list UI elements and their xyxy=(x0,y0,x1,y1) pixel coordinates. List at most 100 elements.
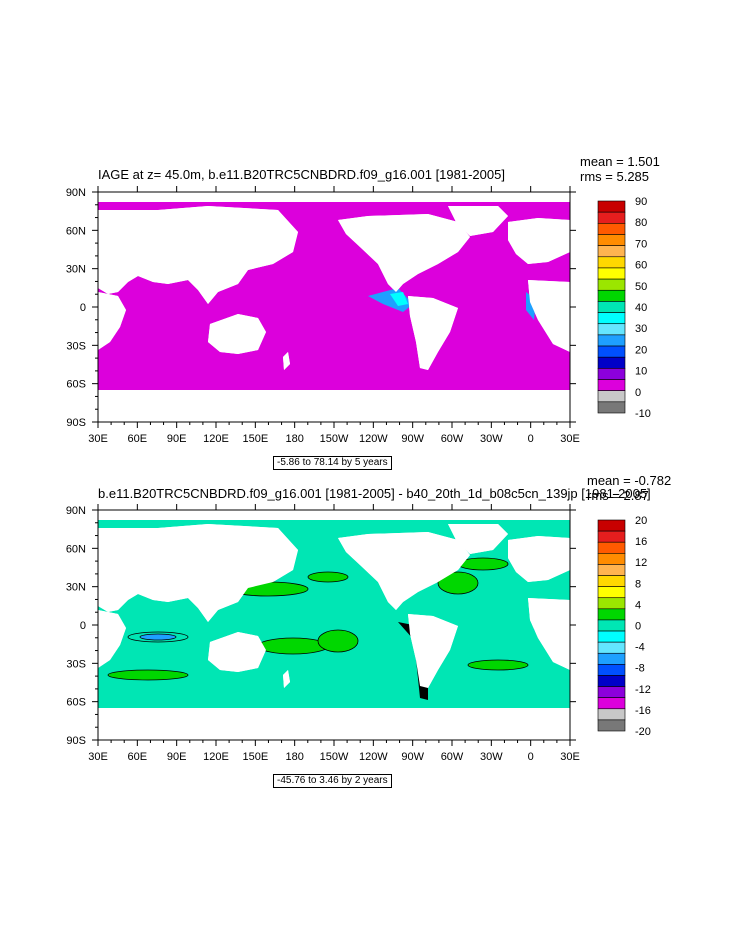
panel2-rms: rms = 2.87 xyxy=(587,488,649,503)
colorbar-swatch xyxy=(597,390,626,403)
x-tick-label: 150W xyxy=(320,751,349,763)
y-tick-label: 60N xyxy=(66,225,86,237)
x-tick-label: 0 xyxy=(528,433,534,445)
colorbar-label: 50 xyxy=(635,281,647,293)
colorbar-swatch xyxy=(597,200,626,213)
colorbar-label: 12 xyxy=(635,557,647,569)
panel2-positive-anomaly xyxy=(107,669,189,681)
colorbar-swatch xyxy=(597,641,626,654)
colorbar-swatch xyxy=(597,675,626,687)
y-tick-label: 60S xyxy=(66,379,86,391)
panel2-range-label: -45.76 to 3.46 by 2 years xyxy=(273,774,392,788)
colorbar-label: 4 xyxy=(635,599,641,611)
panel1-upwelling-core xyxy=(390,292,408,306)
x-tick-label: 150W xyxy=(320,433,349,445)
x-tick-label: 120E xyxy=(203,433,229,445)
colorbar-label: 20 xyxy=(635,515,647,527)
colorbar-swatch xyxy=(597,619,626,632)
x-tick-label: 90W xyxy=(401,433,424,445)
colorbar-swatch xyxy=(597,267,626,280)
x-tick-label: 60W xyxy=(441,433,464,445)
x-tick-label: 120W xyxy=(359,433,388,445)
colorbar-label: -8 xyxy=(635,663,645,675)
x-tick-label: 150E xyxy=(242,751,268,763)
colorbar-swatch xyxy=(597,323,626,336)
colorbar-swatch xyxy=(597,245,626,258)
colorbar-label: -4 xyxy=(635,642,645,654)
colorbar-label: 90 xyxy=(635,196,647,208)
x-tick-label: 30W xyxy=(480,751,503,763)
y-tick-label: 90S xyxy=(66,417,86,429)
x-tick-label: 60W xyxy=(441,751,464,763)
x-tick-label: 0 xyxy=(528,751,534,763)
colorbar-swatch xyxy=(597,256,626,269)
y-tick-label: 30S xyxy=(66,340,86,352)
colorbar-swatch xyxy=(597,586,626,599)
x-tick-label: 180 xyxy=(285,751,303,763)
panel2-positive-anomaly xyxy=(307,571,349,583)
y-tick-label: 90S xyxy=(66,735,86,747)
x-tick-label: 90W xyxy=(401,751,424,763)
colorbar-label: 80 xyxy=(635,217,647,229)
panel1-title: IAGE at z= 45.0m, b.e11.B20TRC5CNBDRD.f0… xyxy=(98,167,505,182)
colorbar-swatch xyxy=(597,575,626,587)
panel1-mean: mean = 1.501 xyxy=(580,154,660,169)
colorbar-label: 0 xyxy=(635,621,641,633)
colorbar-swatch xyxy=(597,708,626,721)
colorbar-label: -12 xyxy=(635,684,651,696)
panel2-title: b.e11.B20TRC5CNBDRD.f09_g16.001 [1981-20… xyxy=(98,486,651,501)
panel1-map: 30E 60E 90E 120E 150E 180 150W 120W 90W 60W 30W 0 30… xyxy=(66,186,580,445)
panel1-range-label: -5.86 to 78.14 by 5 years xyxy=(273,456,392,470)
colorbar-swatch xyxy=(597,289,626,302)
colorbar-swatch xyxy=(597,234,626,246)
colorbar-swatch xyxy=(597,278,626,291)
panel1-rms: rms = 5.285 xyxy=(580,169,650,184)
colorbar-swatch xyxy=(597,686,626,698)
x-tick-label: 30E xyxy=(560,751,580,763)
colorbar-label: 70 xyxy=(635,238,647,250)
x-tick-label: 150E xyxy=(242,433,268,445)
colorbar-swatch xyxy=(597,312,626,325)
y-tick-label: 30N xyxy=(66,264,86,276)
panel2-contour xyxy=(127,631,189,643)
colorbar-label: 40 xyxy=(635,302,647,314)
colorbar-swatch xyxy=(597,379,626,391)
x-tick-label: 30E xyxy=(560,433,580,445)
panel2-mean: mean = -0.782 xyxy=(587,473,672,488)
colorbar-swatch xyxy=(597,530,626,543)
y-tick-label: 60N xyxy=(66,543,86,555)
colorbar-swatch xyxy=(597,630,626,643)
y-tick-label: 30S xyxy=(66,658,86,670)
colorbar-swatch xyxy=(597,345,626,358)
colorbar-swatch xyxy=(597,541,626,554)
x-tick-label: 120W xyxy=(359,751,388,763)
panel2-positive-anomaly xyxy=(317,629,359,653)
colorbar-swatch xyxy=(597,519,626,532)
colorbar-label: 0 xyxy=(635,387,641,399)
panel2-positive-anomaly xyxy=(467,659,529,671)
colorbar-swatch xyxy=(597,334,626,347)
x-tick-label: 30W xyxy=(480,433,503,445)
y-tick-label: 60S xyxy=(66,697,86,709)
colorbar-label: -16 xyxy=(635,705,651,717)
x-tick-label: 180 xyxy=(285,433,303,445)
colorbar-swatch xyxy=(597,301,626,313)
y-tick-label: 90N xyxy=(66,505,86,517)
y-tick-label: 0 xyxy=(80,302,86,314)
colorbar-swatch xyxy=(597,564,626,576)
x-tick-label: 120E xyxy=(203,751,229,763)
colorbar-swatch xyxy=(597,597,626,610)
x-tick-label: 90E xyxy=(167,433,187,445)
colorbar-label: 16 xyxy=(635,536,647,548)
panel2-map: 30E 60E 90E 120E 150E 180 150W 120W 90W 60W 30W 0 30… xyxy=(66,504,580,763)
panel2-contour-core xyxy=(139,633,177,641)
colorbar-swatch xyxy=(597,664,626,676)
colorbar-swatch xyxy=(597,211,626,224)
y-tick-label: 30N xyxy=(66,582,86,594)
colorbar-label: 60 xyxy=(635,260,647,272)
y-tick-label: 90N xyxy=(66,187,86,199)
panel1-colorbar: 90 80 70 60 50 40 30 20 10 0 -10 xyxy=(597,196,651,420)
x-tick-label: 60E xyxy=(128,433,148,445)
panel2-colorbar: 20 16 12 8 4 0 -4 -8 -12 -16 -20 xyxy=(597,515,651,738)
